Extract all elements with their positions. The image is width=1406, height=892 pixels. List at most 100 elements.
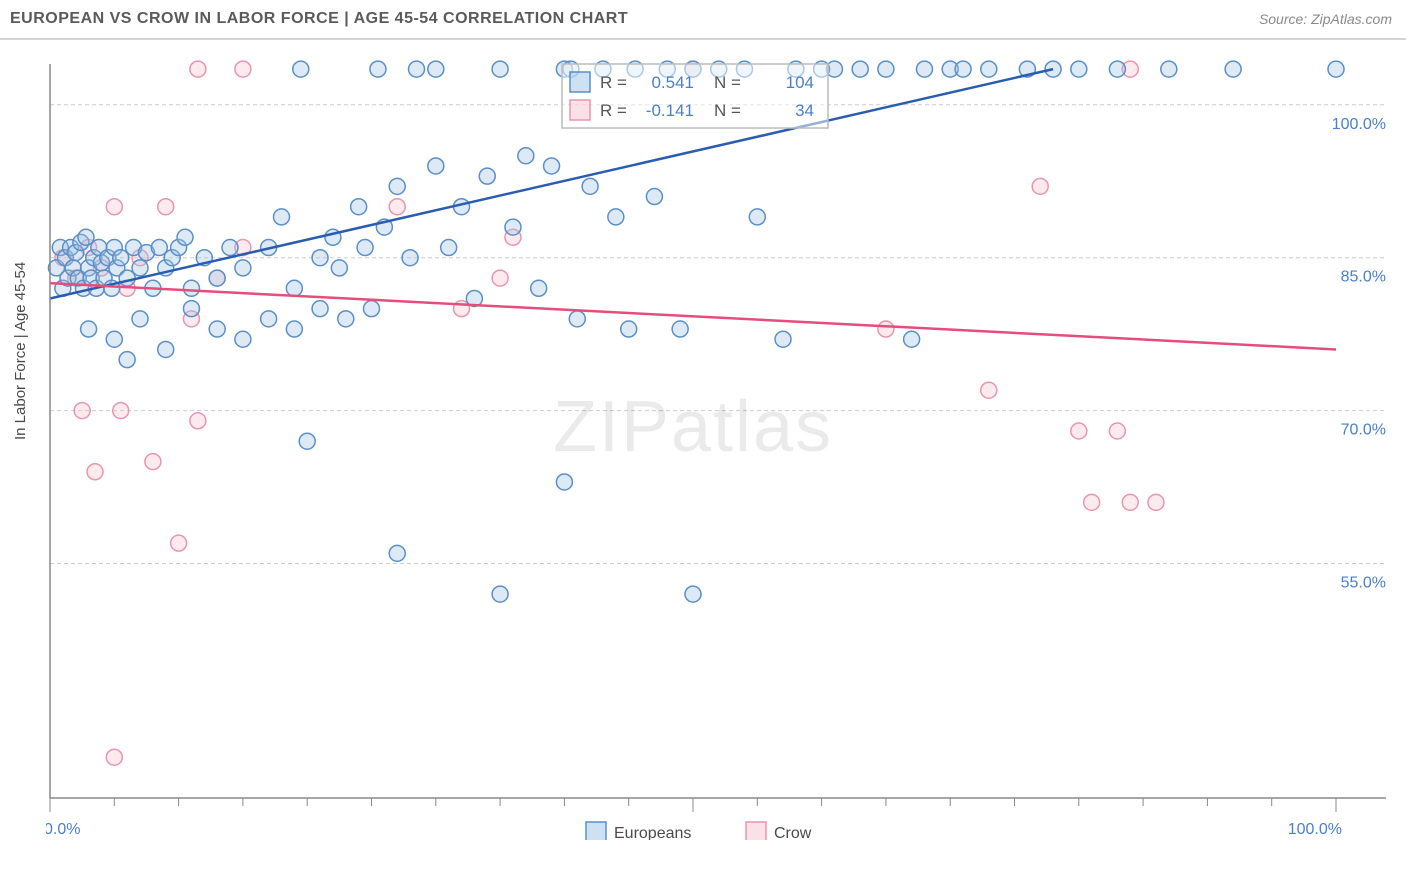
europeans-point [299,433,315,449]
crow-point [1071,423,1087,439]
ytick-3: 100.0% [1332,116,1386,133]
crow-point [878,321,894,337]
europeans-point [158,341,174,357]
crow-point [74,403,90,419]
crow-point [235,61,251,77]
svg-text:ZIPatlas: ZIPatlas [553,387,833,467]
europeans-point [749,209,765,225]
svg-text:104: 104 [786,73,814,92]
europeans-point [852,61,868,77]
europeans-point [119,352,135,368]
europeans-point [916,61,932,77]
chart-header: EUROPEAN VS CROW IN LABOR FORCE | AGE 45… [0,0,1406,40]
europeans-point [428,158,444,174]
europeans-point [878,61,894,77]
europeans-point [351,199,367,215]
svg-text:0.541: 0.541 [651,73,694,92]
series-legend: Europeans Crow [586,822,812,840]
svg-text:N =: N = [714,101,741,120]
crow-point [1032,178,1048,194]
europeans-point [286,321,302,337]
europeans-point [312,301,328,317]
europeans-point [183,280,199,296]
crow-point [981,382,997,398]
correlation-legend: R = 0.541 N = 104 R = -0.141 N = 34 [562,64,828,128]
europeans-point [955,61,971,77]
crow-point [1084,494,1100,510]
svg-text:R =: R = [600,101,627,120]
europeans-trendline [50,69,1053,298]
europeans-point [209,270,225,286]
europeans-point [1328,61,1344,77]
y-axis-label: In Labor Force | Age 45-54 [12,262,29,440]
europeans-point [672,321,688,337]
svg-text:34: 34 [795,101,814,120]
europeans-point [312,250,328,266]
europeans-point [106,331,122,347]
europeans-point [389,545,405,561]
europeans-point [389,178,405,194]
europeans-point [826,61,842,77]
crow-point [158,199,174,215]
svg-text:R =: R = [600,73,627,92]
europeans-point [209,321,225,337]
europeans-point [621,321,637,337]
europeans-point [235,331,251,347]
crow-point [492,270,508,286]
europeans-point [261,311,277,327]
svg-text:Europeans: Europeans [614,825,691,840]
plot-area: ZIPatlas0.0%100.0%55.0%70.0%85.0%100.0%R… [46,40,1396,840]
europeans-point [177,229,193,245]
europeans-point [1161,61,1177,77]
europeans-point [132,311,148,327]
xtick-0: 0.0% [46,821,80,838]
europeans-point [1071,61,1087,77]
crow-point [171,535,187,551]
crow-point [190,61,206,77]
europeans-point [1225,61,1241,77]
ytick-1: 70.0% [1341,422,1386,439]
crow-point [190,413,206,429]
svg-text:Crow: Crow [774,825,812,840]
europeans-point [556,474,572,490]
europeans-point [293,61,309,77]
europeans-point [1109,61,1125,77]
europeans-point [428,61,444,77]
europeans-point [518,148,534,164]
europeans-point [531,280,547,296]
chart-source: Source: ZipAtlas.com [1259,11,1392,27]
europeans-point [132,260,148,276]
crow-point [87,464,103,480]
europeans-point [685,586,701,602]
svg-text:-0.141: -0.141 [646,101,694,120]
xtick-100: 100.0% [1288,821,1342,838]
svg-text:N =: N = [714,73,741,92]
crow-point [389,199,405,215]
crow-point [145,454,161,470]
europeans-point [479,168,495,184]
europeans-point [582,178,598,194]
crow-point [1148,494,1164,510]
europeans-point [222,240,238,256]
ytick-0: 55.0% [1341,575,1386,592]
europeans-point [331,260,347,276]
crow-point [1109,423,1125,439]
europeans-point [273,209,289,225]
europeans-point [286,280,302,296]
europeans-point [441,240,457,256]
europeans-point [183,301,199,317]
europeans-point [409,61,425,77]
chart-svg: ZIPatlas0.0%100.0%55.0%70.0%85.0%100.0%R… [46,40,1396,840]
europeans-point [235,260,251,276]
europeans-point [492,586,508,602]
europeans-point [492,61,508,77]
europeans-point [357,240,373,256]
europeans-point [904,331,920,347]
europeans-point [402,250,418,266]
chart-title: EUROPEAN VS CROW IN LABOR FORCE | AGE 45… [10,10,628,28]
crow-point [113,403,129,419]
crow-point [106,199,122,215]
europeans-point [505,219,521,235]
europeans-point [775,331,791,347]
crow-point [1122,494,1138,510]
